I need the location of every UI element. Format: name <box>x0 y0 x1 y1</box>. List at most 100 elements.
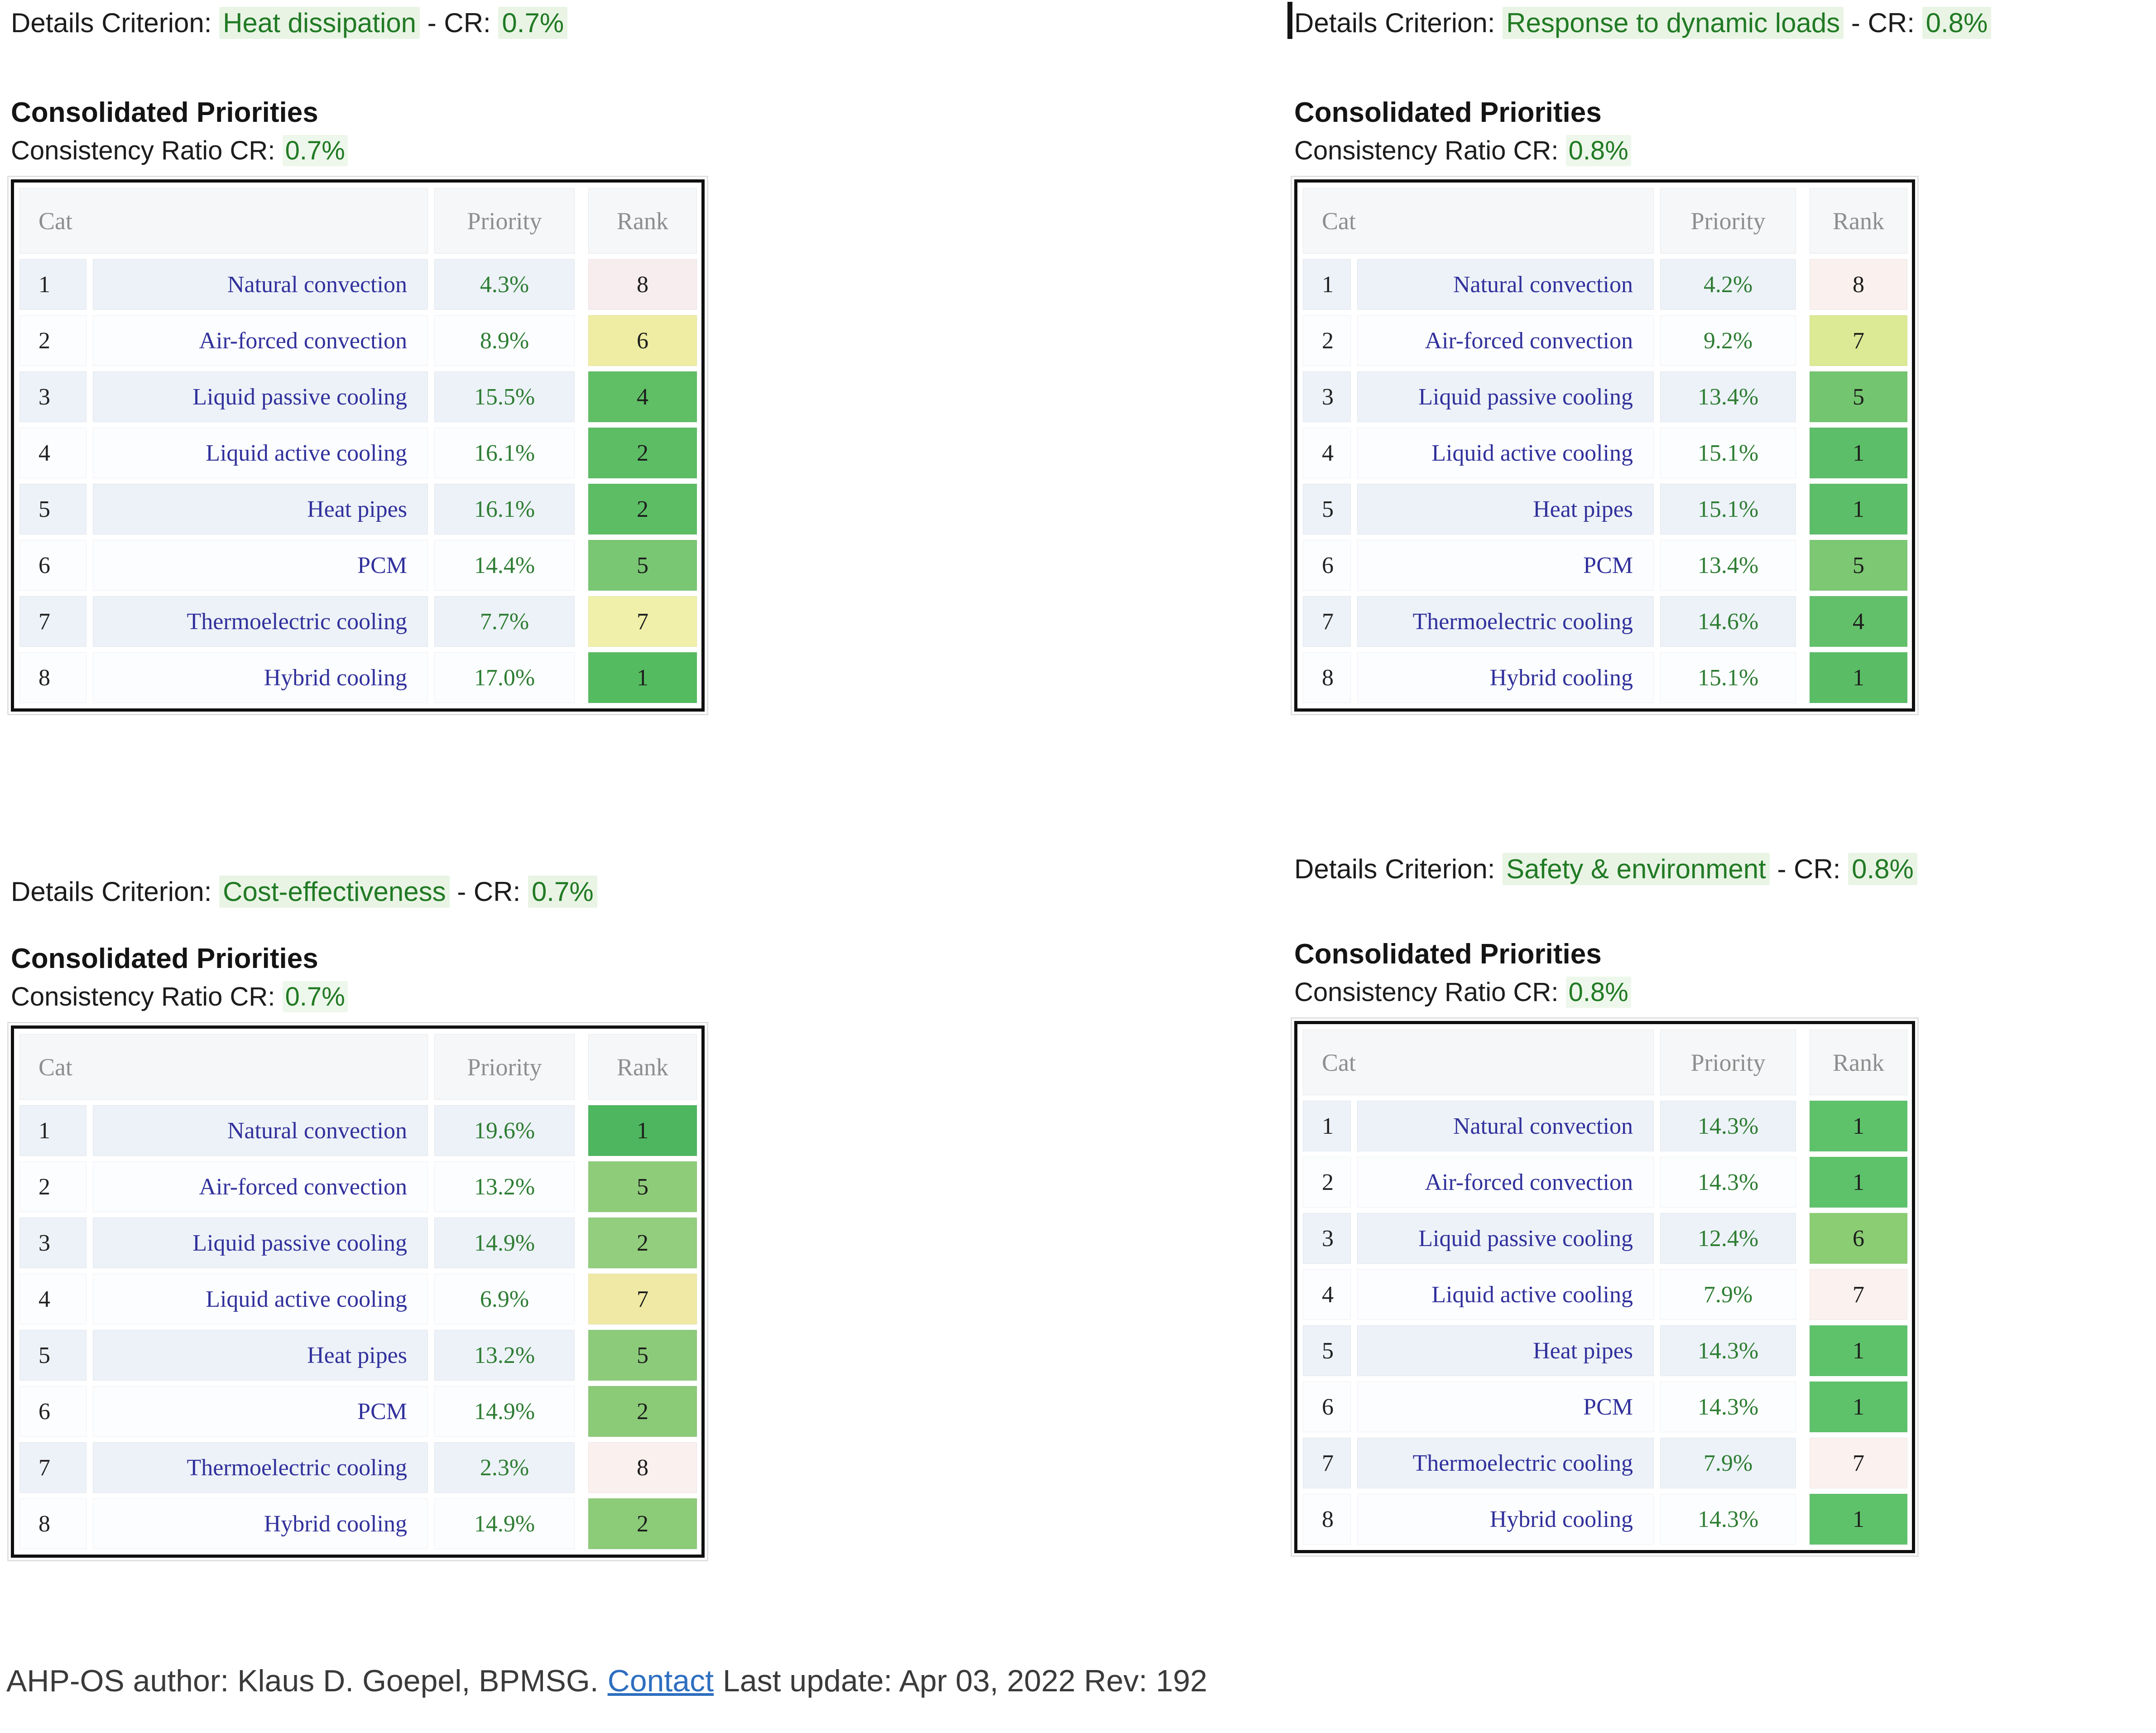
consistency-ratio-value: 0.7% <box>282 135 348 167</box>
category-name-cell: Thermoelectric cooling <box>93 596 428 647</box>
category-name-cell: Liquid active cooling <box>1357 1269 1654 1320</box>
details-criterion-label: Details Criterion: <box>1294 8 1495 38</box>
dash: - <box>427 8 437 38</box>
priority-cell: 14.3% <box>1660 1494 1796 1545</box>
consistency-ratio-label: Consistency Ratio CR: <box>11 136 275 166</box>
rank-cell: 4 <box>588 371 697 423</box>
priority-cell: 14.4% <box>434 540 575 591</box>
cat-number-cell: 1 <box>1303 259 1351 310</box>
priorities-table: Cat Priority Rank 1 Natural convection 4.3… <box>7 176 708 716</box>
criterion-section-safety-environment: Details Criterion: Safety & environment … <box>1291 853 1919 1557</box>
dash: - <box>1851 8 1860 38</box>
category-name-cell: Thermoelectric cooling <box>93 1442 428 1493</box>
cat-number-cell: 3 <box>19 1218 86 1269</box>
column-header-priority: Priority <box>434 1034 575 1100</box>
column-header-cat: Cat <box>19 188 428 254</box>
category-name-cell: Hybrid cooling <box>1357 652 1654 703</box>
cr-label: CR: <box>1868 8 1915 38</box>
rank-cell: 7 <box>588 596 697 647</box>
details-criterion-label: Details Criterion: <box>11 876 212 907</box>
category-name-cell: Heat pipes <box>1357 1325 1654 1377</box>
cat-number-cell: 4 <box>19 1274 86 1325</box>
cat-number-cell: 6 <box>1303 540 1351 591</box>
priority-cell: 15.1% <box>1660 652 1796 703</box>
priorities-table: Cat Priority Rank 1 Natural convection 14.… <box>1291 1017 1919 1557</box>
category-name-cell: Thermoelectric cooling <box>1357 1438 1654 1489</box>
priority-cell: 16.1% <box>434 428 575 479</box>
cat-number-cell: 6 <box>1303 1382 1351 1433</box>
rank-cell: 1 <box>588 1105 697 1156</box>
consistency-ratio-label: Consistency Ratio CR: <box>1294 977 1559 1007</box>
details-criterion-label: Details Criterion: <box>1294 854 1495 884</box>
category-name-cell: Liquid passive cooling <box>1357 1213 1654 1264</box>
cat-number-cell: 2 <box>1303 315 1351 366</box>
column-header-priority: Priority <box>1660 1030 1796 1096</box>
category-name-cell: PCM <box>1357 540 1654 591</box>
category-name-cell: Air-forced convection <box>93 315 428 366</box>
rank-cell: 1 <box>1810 652 1907 703</box>
consolidated-priorities-title: Consolidated Priorities <box>11 97 318 128</box>
rank-cell: 6 <box>1810 1213 1907 1264</box>
category-name-cell: Liquid active cooling <box>93 1274 428 1325</box>
cr-label: CR: <box>1794 854 1841 884</box>
footer: AHP-OS author: Klaus D. Goepel, BPMSG. C… <box>6 1663 1207 1699</box>
category-name-cell: Natural convection <box>1357 1101 1654 1152</box>
cr-label: CR: <box>473 876 521 907</box>
consistency-ratio-label: Consistency Ratio CR: <box>11 982 275 1012</box>
priority-cell: 2.3% <box>434 1442 575 1493</box>
column-header-rank: Rank <box>588 188 697 254</box>
footer-author-text: AHP-OS author: Klaus D. Goepel, BPMSG. <box>6 1664 599 1698</box>
cat-number-cell: 2 <box>19 1161 86 1213</box>
rank-cell: 5 <box>1810 371 1907 423</box>
cat-number-cell: 5 <box>19 1330 86 1381</box>
priority-cell: 12.4% <box>1660 1213 1796 1264</box>
priority-cell: 4.3% <box>434 259 575 310</box>
consistency-ratio-value: 0.8% <box>1565 977 1631 1008</box>
cat-number-cell: 8 <box>19 652 86 703</box>
criterion-header: Details Criterion: Cost-effectiveness - … <box>11 876 705 908</box>
priority-cell: 6.9% <box>434 1274 575 1325</box>
priority-cell: 14.9% <box>434 1386 575 1437</box>
priority-cell: 14.9% <box>434 1218 575 1269</box>
criterion-section-cost-effectiveness: Details Criterion: Cost-effectiveness - … <box>7 876 708 1562</box>
rank-cell: 6 <box>588 315 697 366</box>
rank-cell: 1 <box>1810 1494 1907 1545</box>
cat-number-cell: 2 <box>19 315 86 366</box>
category-name-cell: Natural convection <box>93 1105 428 1156</box>
column-header-priority: Priority <box>434 188 575 254</box>
rank-cell: 1 <box>1810 1325 1907 1377</box>
rank-cell: 1 <box>1810 1101 1907 1152</box>
column-header-cat: Cat <box>1303 188 1654 254</box>
priority-cell: 14.3% <box>1660 1325 1796 1377</box>
cat-number-cell: 8 <box>19 1498 86 1550</box>
priority-cell: 4.2% <box>1660 259 1796 310</box>
consolidated-priorities-title: Consolidated Priorities <box>1294 97 1602 128</box>
category-name-cell: Hybrid cooling <box>1357 1494 1654 1545</box>
cat-number-cell: 3 <box>1303 371 1351 423</box>
text-cursor-artifact <box>1287 2 1292 39</box>
consistency-ratio-line: Consistency Ratio CR: 0.8% <box>1294 977 1917 1008</box>
rank-cell: 1 <box>1810 484 1907 535</box>
consistency-ratio-line: Consistency Ratio CR: 0.7% <box>11 135 705 167</box>
rank-cell: 2 <box>588 1218 697 1269</box>
category-name-cell: PCM <box>93 1386 428 1437</box>
priorities-table: Cat Priority Rank 1 Natural convection 19.… <box>7 1022 708 1562</box>
category-name-cell: Liquid passive cooling <box>93 1218 428 1269</box>
rank-cell: 1 <box>1810 1157 1907 1208</box>
category-name-cell: Liquid active cooling <box>93 428 428 479</box>
rank-cell: 5 <box>588 1161 697 1213</box>
rank-cell: 4 <box>1810 596 1907 647</box>
cat-number-cell: 1 <box>1303 1101 1351 1152</box>
consolidated-priorities-title: Consolidated Priorities <box>1294 939 1602 970</box>
priority-cell: 14.9% <box>434 1498 575 1550</box>
rank-cell: 8 <box>588 259 697 310</box>
priority-cell: 13.4% <box>1660 540 1796 591</box>
contact-link[interactable]: Contact <box>607 1664 714 1698</box>
priority-cell: 8.9% <box>434 315 575 366</box>
rank-cell: 7 <box>1810 1438 1907 1489</box>
rank-cell: 1 <box>1810 428 1907 479</box>
category-name-cell: Natural convection <box>1357 259 1654 310</box>
criterion-section-response-to-dynamic-loads: Details Criterion: Response to dynamic l… <box>1291 7 1992 716</box>
criterion-name: Cost-effectiveness <box>219 876 450 908</box>
